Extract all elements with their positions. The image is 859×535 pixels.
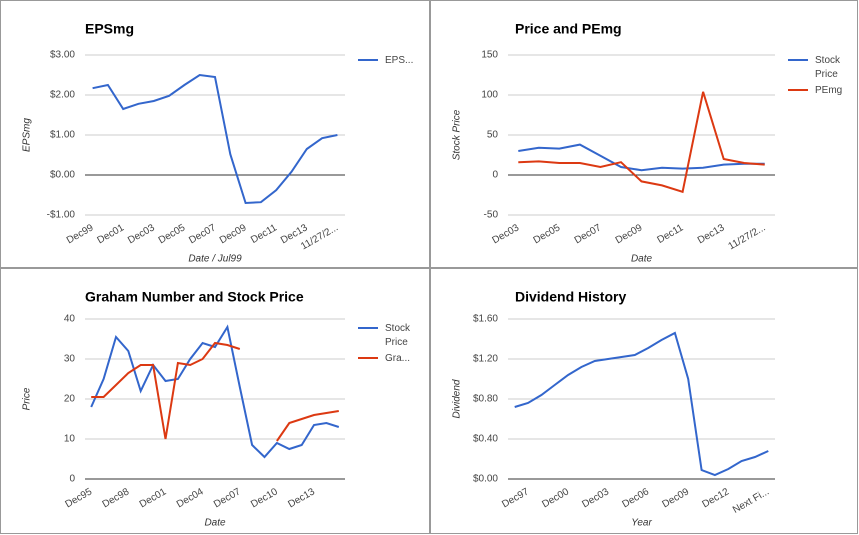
y-tick-label: 0 [492, 170, 498, 181]
legend-label: Stock Price [385, 323, 413, 348]
x-axis-title: Date / Jul99 [188, 254, 242, 265]
panel-border [0, 0, 430, 268]
chart-title: Dividend History [515, 289, 626, 305]
panel-border [430, 0, 858, 268]
data-line [90, 324, 340, 459]
y-tick-label: 100 [481, 90, 498, 101]
data-line [91, 341, 339, 442]
y-tick-label: $3.00 [50, 50, 75, 61]
chart-title: Price and PEmg [515, 21, 622, 37]
y-tick-label: $1.60 [473, 314, 498, 325]
y-tick-label: $0.40 [473, 434, 498, 445]
x-axis-title: Date [204, 518, 226, 529]
y-tick-label: $0.00 [50, 170, 75, 181]
y-tick-label: $1.00 [50, 130, 75, 141]
data-line [92, 73, 338, 205]
y-tick-label: 10 [64, 434, 76, 445]
y-tick-label: -$1.00 [47, 210, 76, 221]
y-tick-label: $0.00 [473, 474, 498, 485]
y-tick-label: $1.20 [473, 354, 498, 365]
y-axis-title: Dividend [452, 379, 463, 418]
legend-label: Gra... [385, 353, 410, 364]
data-line [518, 91, 765, 194]
x-axis-title: Date [631, 254, 653, 265]
legend-label: EPS... [385, 55, 413, 66]
data-line [518, 143, 765, 172]
panel-border [430, 268, 858, 534]
legend-label: PEmg [815, 85, 842, 96]
y-tick-label: 0 [69, 474, 75, 485]
y-tick-label: $0.80 [473, 394, 498, 405]
chart-title: Graham Number and Stock Price [85, 289, 304, 305]
y-axis-title: Stock Price [452, 109, 463, 160]
x-axis-title: Year [631, 518, 652, 529]
y-tick-label: 150 [481, 50, 498, 61]
y-tick-label: $2.00 [50, 90, 75, 101]
y-tick-label: -50 [484, 210, 499, 221]
y-tick-label: 20 [64, 394, 76, 405]
chart-title: EPSmg [85, 21, 134, 37]
y-axis-title: EPSmg [22, 118, 33, 152]
y-axis-title: Price [22, 387, 33, 410]
y-tick-label: 50 [487, 130, 499, 141]
legend-label: Stock Price [815, 55, 843, 80]
y-tick-label: 40 [64, 314, 76, 325]
panel-border [0, 268, 430, 534]
data-line [514, 331, 769, 477]
y-tick-label: 30 [64, 354, 76, 365]
